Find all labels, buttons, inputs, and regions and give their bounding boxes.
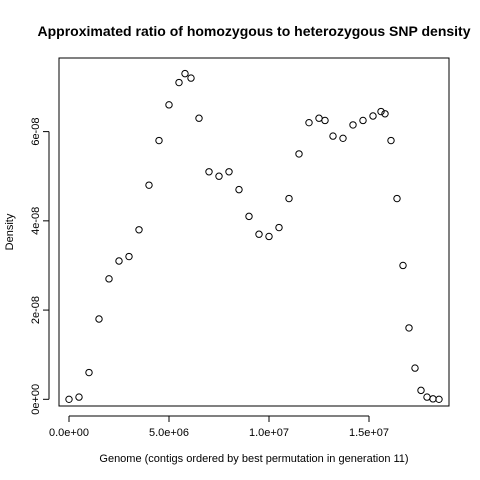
y-tick-label: 0e+00 (30, 384, 42, 415)
x-tick-label: 1.5e+07 (349, 427, 389, 439)
data-point (417, 386, 425, 395)
x-tick-label: 5.0e+06 (149, 427, 189, 439)
x-axis: 0.0e+00 5.0e+06 1.0e+07 1.5e+07 (49, 415, 389, 439)
x-axis-label: Genome (contigs ordered by best permutat… (99, 453, 408, 465)
data-point (377, 107, 385, 116)
y-tick-label: 4e-08 (30, 207, 42, 235)
data-point (411, 364, 419, 372)
plot-frame (58, 57, 450, 407)
data-point (175, 78, 183, 87)
data-point (225, 168, 233, 176)
data-point (435, 395, 443, 404)
data-point (245, 212, 253, 221)
data-point (359, 116, 367, 125)
y-tick-label: 2e-08 (30, 296, 42, 324)
data-points (65, 69, 443, 404)
data-point (85, 368, 93, 377)
data-point (205, 168, 213, 176)
y-axis-label: Density (4, 213, 16, 250)
data-point (305, 118, 313, 127)
data-point (105, 275, 113, 283)
data-point (187, 74, 195, 82)
data-point (393, 194, 401, 203)
data-point (65, 395, 73, 404)
data-point (339, 134, 347, 143)
data-point (115, 257, 123, 265)
data-point (155, 136, 163, 145)
data-point (215, 172, 223, 180)
data-point (181, 69, 189, 78)
data-point (145, 181, 153, 189)
y-tick-label: 6e-08 (30, 118, 42, 146)
y-axis: 0e+00 2e-08 4e-08 6e-08 (30, 118, 50, 415)
data-point (321, 116, 329, 125)
data-point (125, 252, 133, 261)
data-point (399, 261, 407, 270)
data-point (165, 101, 173, 109)
data-point (381, 110, 389, 118)
data-point (285, 194, 293, 203)
data-point (235, 185, 243, 194)
data-point (369, 112, 377, 120)
data-point (275, 223, 283, 232)
data-point (387, 136, 395, 145)
data-point (423, 393, 431, 401)
chart-title: Approximated ratio of homozygous to hete… (37, 23, 470, 39)
data-point (429, 395, 437, 403)
data-point (329, 132, 337, 140)
x-tick-label: 0.0e+00 (49, 427, 89, 439)
data-point (255, 230, 263, 238)
data-point (265, 232, 273, 241)
data-point (295, 150, 303, 158)
data-point (75, 393, 83, 401)
data-point (349, 121, 357, 129)
data-point (315, 114, 323, 122)
x-tick-label: 1.0e+07 (249, 427, 289, 439)
data-point (95, 315, 103, 323)
data-point (195, 114, 203, 122)
data-point (135, 226, 143, 234)
data-point (405, 324, 413, 332)
